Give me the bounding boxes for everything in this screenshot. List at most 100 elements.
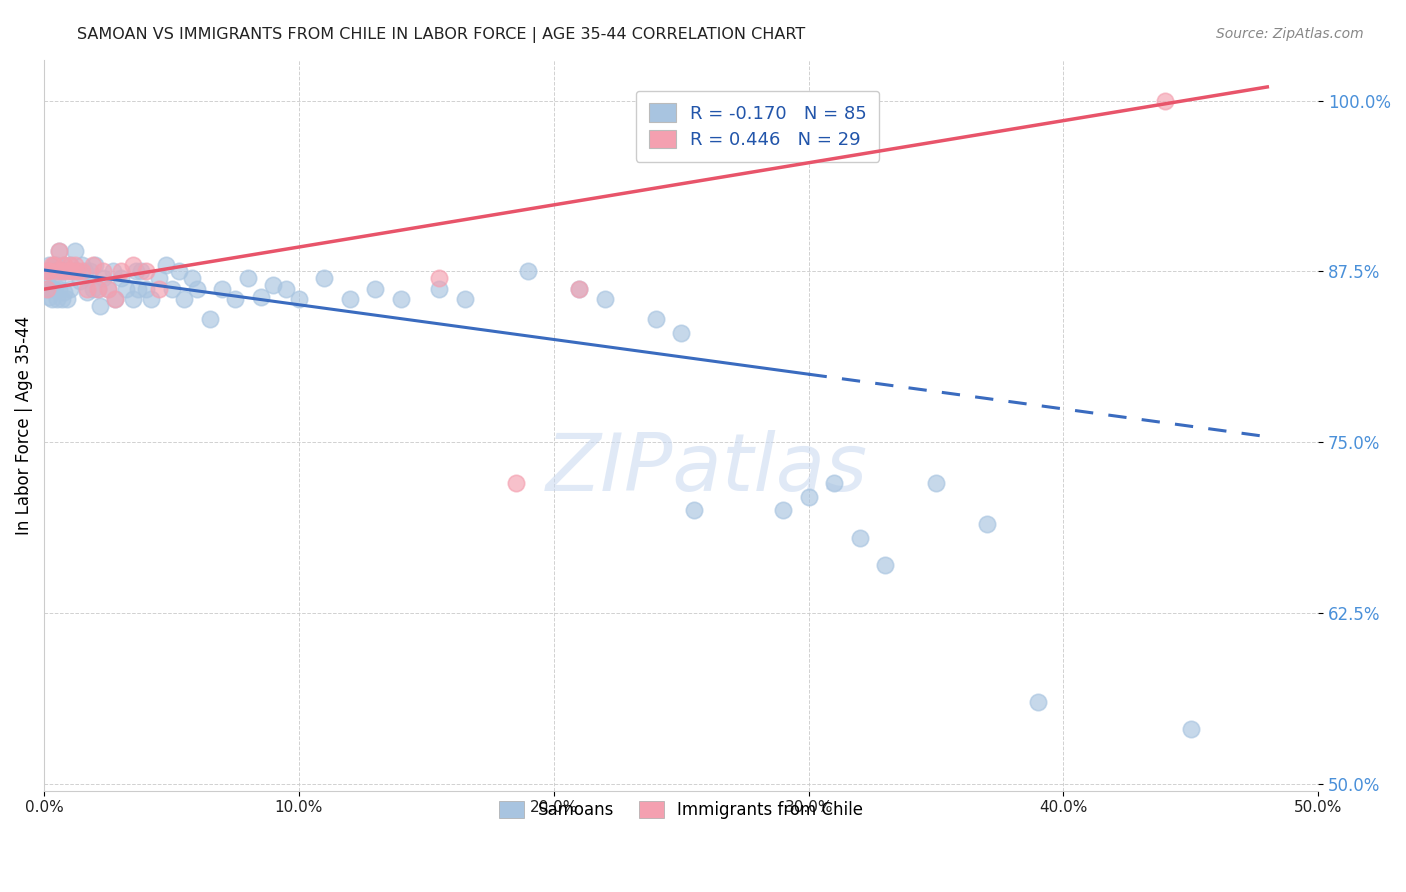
Point [453, 292, 475, 306]
Point [38, 264, 60, 278]
Point [51, 264, 73, 278]
Point [45, 264, 67, 278]
Point [517, 264, 540, 278]
Point [848, 531, 870, 545]
Point [60, 264, 83, 278]
Point [41, 258, 63, 272]
Point [101, 264, 124, 278]
Point [56, 292, 79, 306]
Point [35, 282, 58, 296]
Point [127, 282, 149, 296]
Point [173, 292, 195, 306]
Point [76, 282, 98, 296]
Point [125, 264, 148, 278]
Point [56, 264, 79, 278]
Point [53, 258, 76, 272]
Text: SAMOAN VS IMMIGRANTS FROM CHILE IN LABOR FORCE | AGE 35-44 CORRELATION CHART: SAMOAN VS IMMIGRANTS FROM CHILE IN LABOR… [77, 27, 806, 43]
Point [186, 282, 208, 296]
Point [44, 264, 66, 278]
Point [97, 282, 120, 296]
Point [48, 264, 70, 278]
Point [89, 299, 111, 313]
Point [262, 278, 284, 293]
Point [41, 292, 63, 306]
Point [72, 258, 94, 272]
Point [79, 264, 101, 278]
Point [82, 282, 104, 296]
Point [160, 282, 183, 296]
Point [211, 282, 233, 296]
Point [66, 264, 89, 278]
Point [236, 271, 259, 285]
Point [644, 312, 666, 326]
Point [249, 290, 271, 304]
Point [167, 264, 190, 278]
Point [53, 285, 76, 299]
Point [772, 503, 794, 517]
Point [66, 264, 89, 278]
Point [86, 282, 108, 296]
Y-axis label: In Labor Force | Age 35-44: In Labor Force | Age 35-44 [15, 316, 32, 534]
Point [44, 282, 66, 296]
Point [148, 271, 170, 285]
Text: Source: ZipAtlas.com: Source: ZipAtlas.com [1216, 27, 1364, 41]
Point [568, 282, 591, 296]
Point [198, 312, 221, 326]
Point [91, 264, 114, 278]
Point [427, 282, 450, 296]
Point [110, 264, 132, 278]
Point [427, 271, 450, 285]
Point [58, 258, 80, 272]
Point [58, 258, 80, 272]
Point [823, 476, 845, 491]
Point [63, 244, 86, 258]
Point [84, 258, 107, 272]
Point [86, 282, 108, 296]
Point [568, 282, 591, 296]
Point [41, 282, 63, 296]
Point [314, 271, 336, 285]
Point [139, 292, 162, 306]
Point [73, 264, 96, 278]
Point [97, 282, 120, 296]
Point [110, 271, 132, 285]
Point [48, 244, 70, 258]
Point [35, 264, 58, 278]
Point [82, 258, 104, 272]
Point [45, 258, 67, 272]
Point [44, 258, 66, 272]
Point [45, 274, 67, 288]
Point [63, 258, 86, 272]
Point [91, 271, 114, 285]
Point [60, 264, 83, 278]
Point [38, 264, 60, 278]
Point [51, 292, 73, 306]
Point [364, 282, 387, 296]
Point [1154, 94, 1177, 108]
Point [1180, 722, 1202, 736]
Point [38, 258, 60, 272]
Point [135, 282, 157, 296]
Point [72, 264, 94, 278]
Point [224, 292, 246, 306]
Point [48, 244, 70, 258]
Point [180, 271, 202, 285]
Point [505, 476, 527, 491]
Point [35, 282, 58, 296]
Point [51, 264, 73, 278]
Point [38, 290, 60, 304]
Point [276, 282, 298, 296]
Point [288, 292, 311, 306]
Point [148, 282, 170, 296]
Point [669, 326, 692, 340]
Point [58, 282, 80, 296]
Point [44, 258, 66, 272]
Point [76, 285, 98, 299]
Point [155, 258, 177, 272]
Legend: Samoans, Immigrants from Chile: Samoans, Immigrants from Chile [492, 795, 870, 826]
Point [593, 292, 616, 306]
Point [339, 292, 361, 306]
Point [873, 558, 896, 573]
Point [122, 292, 145, 306]
Point [129, 264, 152, 278]
